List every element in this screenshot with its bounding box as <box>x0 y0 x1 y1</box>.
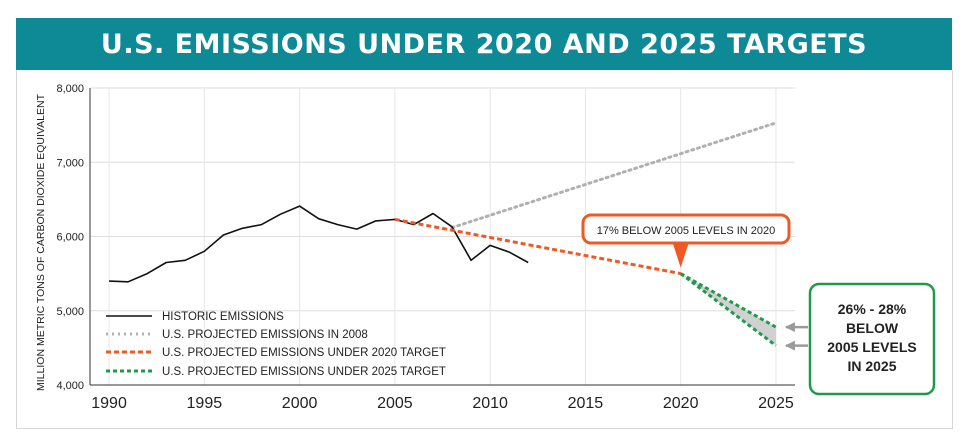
legend-label: U.S. PROJECTED EMISSIONS UNDER 2025 TARG… <box>162 366 446 378</box>
y-axis-label: MILLION METRIC TONS OF CARBON DIOXIDE EQ… <box>35 93 47 391</box>
series-line-2025-target-upper <box>679 272 777 329</box>
x-tick-label: 1990 <box>91 395 127 412</box>
chart-title: U.S. EMISSIONS UNDER 2020 AND 2025 TARGE… <box>16 18 952 70</box>
callout-2025-text: 26% - 28% <box>838 301 907 317</box>
callout-2025-text: 2005 LEVELS <box>827 339 917 355</box>
tick-labels: 4,000 5,000 6,000 7,000 8,000 1990 1995 2000 200… <box>35 83 794 412</box>
legend: HISTORIC EMISSIONS U.S. PROJECTED EMISSIO… <box>106 311 446 378</box>
grid <box>90 87 795 385</box>
callout-2020-pointer <box>672 243 689 268</box>
y-tick-label: 7,000 <box>56 157 84 169</box>
callout-2025-text: BELOW <box>846 320 899 336</box>
legend-label: HISTORIC EMISSIONS <box>162 311 284 323</box>
series <box>109 121 778 347</box>
y-tick-label: 5,000 <box>56 306 84 318</box>
x-tick-label: 2000 <box>282 395 318 412</box>
series-line-historic <box>109 205 529 283</box>
series-line-2020-target <box>394 217 681 276</box>
callout-2020-text: 17% BELOW 2005 LEVELS IN 2020 <box>597 225 776 237</box>
legend-label: U.S. PROJECTED EMISSIONS IN 2008 <box>162 329 368 341</box>
callout-2025-text: IN 2025 <box>847 358 896 374</box>
series-line-2025-target-lower <box>679 272 777 347</box>
axes <box>89 88 795 386</box>
annotations: 17% BELOW 2005 LEVELS IN 2020 26% - 28% BE… <box>581 213 936 396</box>
x-tick-label: 2005 <box>377 395 413 412</box>
y-tick-label: 8,000 <box>56 83 84 95</box>
legend-label: U.S. PROJECTED EMISSIONS UNDER 2020 TARG… <box>162 347 446 359</box>
x-tick-label: 1995 <box>187 395 223 412</box>
callout-2025-box <box>808 282 936 396</box>
y-tick-label: 6,000 <box>56 232 84 244</box>
x-tick-label: 2025 <box>758 395 794 412</box>
x-tick-label: 2020 <box>663 395 699 412</box>
series-line-2008-projection <box>450 121 778 230</box>
x-tick-label: 2010 <box>472 395 508 412</box>
y-tick-label: 4,000 <box>56 380 84 392</box>
x-tick-label: 2015 <box>568 395 604 412</box>
